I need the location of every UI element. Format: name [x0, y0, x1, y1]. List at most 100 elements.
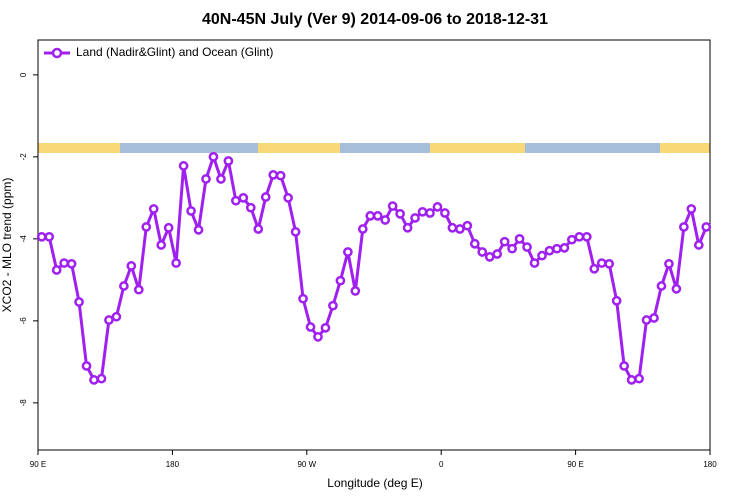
y-tick-label: -6: [19, 317, 28, 325]
data-point: [574, 231, 585, 242]
data-point: [372, 211, 383, 221]
data-point: [119, 281, 129, 291]
data-point: [484, 252, 495, 262]
data-point: [328, 300, 338, 311]
x-tick-label: 0: [439, 460, 444, 469]
data-point: [74, 297, 84, 307]
y-tick-label: 0: [19, 72, 28, 77]
data-point: [701, 222, 712, 232]
data-point: [656, 281, 667, 291]
data-point: [410, 213, 420, 223]
data-point: [380, 215, 391, 225]
data-point: [178, 161, 189, 171]
data-point: [581, 231, 592, 242]
data-point: [537, 250, 547, 261]
data-point: [395, 208, 405, 219]
data-point: [283, 193, 293, 203]
data-point: [89, 375, 99, 385]
data-point: [365, 211, 376, 221]
data-point: [514, 234, 525, 244]
data-point: [507, 243, 517, 254]
legend-marker: [51, 47, 63, 59]
data-point: [671, 284, 682, 294]
data-point: [126, 261, 137, 271]
y-axis-label: XCO2 - MLO trend (ppm): [0, 178, 14, 313]
data-point: [223, 156, 234, 166]
data-point: [148, 204, 159, 214]
data-point: [260, 192, 271, 202]
data-point: [447, 222, 458, 233]
y-tick-label: -8: [19, 399, 28, 407]
data-point: [201, 174, 211, 184]
data-point: [231, 195, 241, 206]
data-point: [350, 286, 361, 296]
data-point: [477, 247, 488, 257]
data-point: [335, 275, 346, 286]
data-point: [111, 311, 122, 322]
x-tick-label: 180: [166, 460, 180, 469]
data-point: [104, 315, 114, 325]
data-point: [552, 243, 562, 254]
data-point: [186, 206, 196, 216]
data-point: [634, 373, 644, 384]
data-point: [619, 361, 629, 371]
data-point: [589, 263, 600, 274]
x-tick-label: 90 E: [567, 460, 583, 469]
data-point: [268, 170, 279, 180]
data-point: [425, 208, 435, 218]
data-point: [163, 222, 174, 233]
data-point: [440, 208, 450, 218]
data-point: [313, 331, 323, 342]
data-point: [499, 236, 510, 247]
data-point: [664, 259, 674, 269]
data-point: [96, 373, 107, 384]
data-point: [357, 224, 368, 234]
data-point: [522, 242, 532, 252]
data-point: [59, 258, 69, 268]
data-point: [455, 224, 465, 234]
data-point: [171, 258, 181, 268]
data-point: [596, 258, 607, 268]
data-point: [245, 202, 256, 213]
data-point: [51, 265, 62, 275]
data-point: [387, 201, 398, 211]
data-point: [492, 249, 503, 259]
data-point: [402, 222, 413, 233]
data-point: [305, 322, 316, 332]
data-point: [343, 247, 353, 257]
plot-frame: [37, 39, 711, 451]
data-point: [693, 240, 704, 250]
data-point: [626, 375, 637, 385]
y-tick-label: -4: [19, 235, 28, 243]
data-point: [81, 361, 92, 371]
data-point: [544, 245, 555, 256]
data-point: [604, 259, 615, 269]
data-point: [417, 206, 428, 217]
data-point: [36, 231, 47, 242]
data-point: [559, 243, 570, 253]
data-point: [290, 227, 301, 237]
data-point: [193, 224, 204, 235]
land-ocean-strip: [38, 143, 710, 153]
chart-title: 40N-45N July (Ver 9) 2014-09-06 to 2018-…: [202, 11, 548, 28]
data-point: [320, 322, 331, 333]
series-line: [41, 152, 708, 382]
data-point: [611, 295, 622, 306]
data-point: [432, 202, 443, 212]
data-point: [462, 220, 473, 231]
data-point: [469, 238, 480, 249]
data-point: [66, 259, 77, 269]
data-point: [208, 152, 219, 162]
data-point: [141, 222, 152, 232]
x-tick-label: 90 W: [297, 460, 316, 469]
data-point: [649, 313, 659, 323]
data-point: [133, 284, 144, 295]
data-point: [686, 204, 697, 214]
data-point: [156, 240, 167, 250]
data-point: [679, 222, 689, 232]
x-axis-label: Longitude (deg E): [327, 476, 422, 490]
data-point: [216, 174, 226, 184]
data-point: [238, 193, 249, 203]
data-point: [298, 293, 308, 304]
